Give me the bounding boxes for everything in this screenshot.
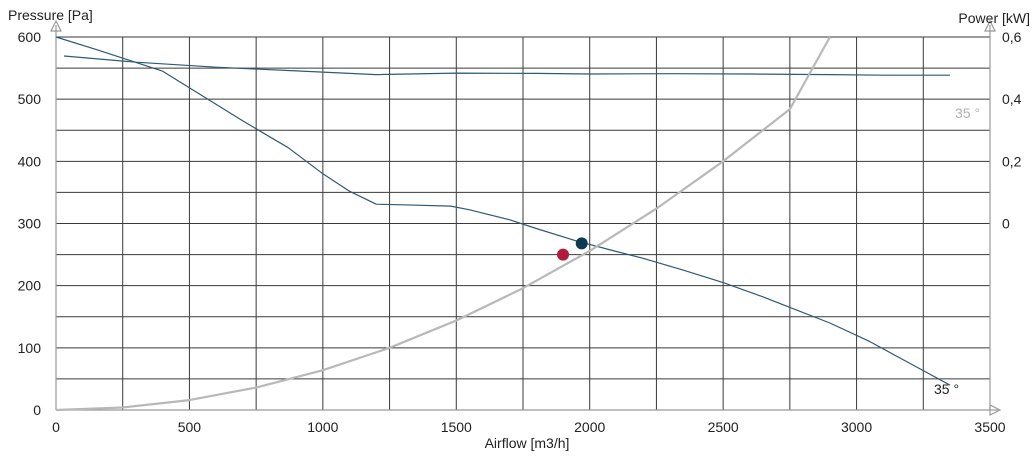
y-left-tick-label: 600 (18, 29, 42, 45)
x-tick-label: 1000 (307, 419, 338, 435)
axes (50, 19, 1002, 416)
points (557, 237, 588, 261)
y-right-tick-label: 0 (1002, 216, 1010, 232)
y-right-tick-label: 0,2 (1002, 153, 1022, 169)
system-curve (55, 36, 831, 412)
y-left-tick-label: 400 (18, 153, 42, 169)
y-right-axis-title: Power [kW] (958, 10, 1030, 26)
y-left-tick-label: 200 (18, 278, 42, 294)
y-left-tick-label: 500 (18, 91, 42, 107)
x-tick-label: 0 (52, 419, 60, 435)
duty-point-marker (557, 248, 570, 261)
pressure-curve-label: 35 ° (934, 381, 959, 397)
curves (55, 36, 951, 412)
x-tick-label: 2500 (708, 419, 739, 435)
y-right-tick-label: 0,6 (1002, 29, 1022, 45)
y-right-tick-label: 0,4 (1002, 91, 1022, 107)
tick-labels: 0 500 1000 1500 2000 2500 3000 3500 0 100 200 300 40… (18, 29, 1022, 435)
grid (56, 36, 990, 410)
y-left-axis-arrow (50, 19, 62, 32)
y-left-tick-label: 100 (18, 340, 42, 356)
operating-point-marker (575, 237, 588, 250)
power-curve-label: 35 ° (955, 105, 980, 121)
y-left-tick-label: 300 (18, 216, 42, 232)
power-curve (63, 55, 950, 76)
y-left-axis-title: Pressure [Pa] (8, 7, 93, 23)
x-axis-title: Airflow [m3/h] (485, 435, 570, 451)
x-tick-label: 3500 (974, 419, 1005, 435)
y-right-axis-arrow (984, 19, 996, 32)
y-left-tick-label: 0 (33, 402, 41, 418)
x-tick-label: 3000 (841, 419, 872, 435)
x-tick-label: 2000 (574, 419, 605, 435)
x-tick-label: 500 (178, 419, 202, 435)
x-tick-label: 1500 (441, 419, 472, 435)
pressure-curve (55, 36, 951, 386)
